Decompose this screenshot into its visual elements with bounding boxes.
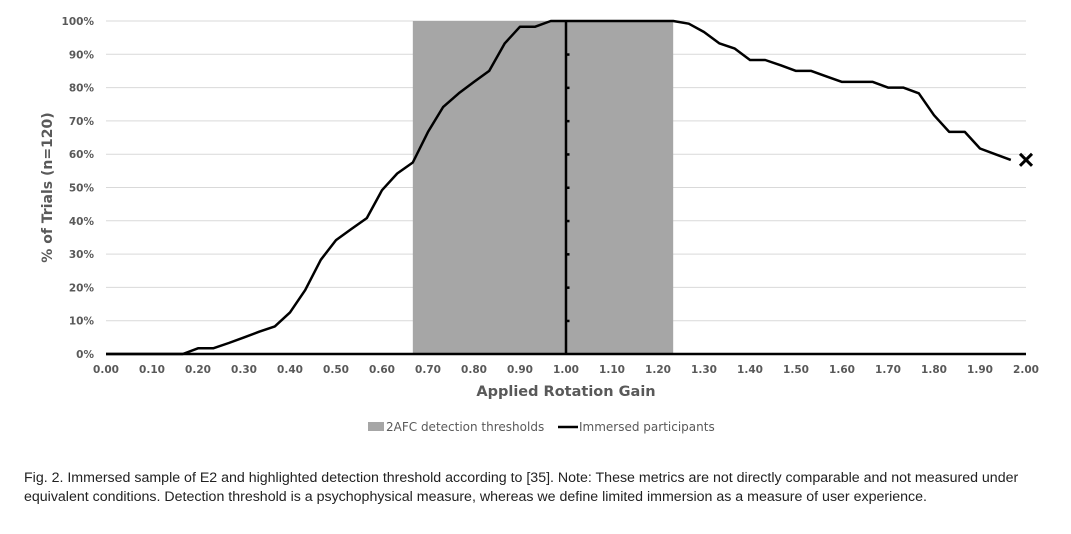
rotation-gain-chart: 0%10%20%30%40%50%60%70%80%90%100% 0.00 0.… (40, 16, 1039, 434)
x-tick-label: 1.20 (645, 364, 671, 376)
x-tick-label: 1.50 (783, 364, 809, 376)
figure-caption: Fig. 2. Immersed sample of E2 and highli… (24, 470, 1019, 505)
legend-label-band: 2AFC detection thresholds (386, 420, 544, 434)
reference-line-marker (567, 86, 570, 90)
legend-label-line: Immersed participants (579, 420, 715, 434)
threshold-band (412, 21, 674, 354)
x-tick-label: 0.30 (231, 364, 257, 376)
x-tick-label: 0.90 (507, 364, 533, 376)
y-tick-label: 10% (69, 316, 95, 328)
x-tick-label: 0.50 (323, 364, 349, 376)
reference-line-marker (567, 53, 570, 56)
y-tick-label: 30% (69, 249, 95, 261)
reference-line-marker (567, 219, 570, 223)
reference-line-marker (567, 153, 570, 156)
x-tick-label: 0.10 (139, 364, 165, 376)
x-tick-label: 1.60 (829, 364, 855, 376)
x-tick-label: 0.00 (93, 364, 119, 376)
x-tick-label: 2.00 (1013, 364, 1039, 376)
x-axis-title: Applied Rotation Gain (476, 384, 655, 400)
series-line-immersed-participants (106, 19, 1012, 356)
reference-line-marker (567, 319, 570, 323)
x-tick-labels: 0.00 0.10 0.20 0.30 0.40 0.50 0.60 0.70 0.80 0.90… (93, 364, 1039, 376)
y-tick-label: 100% (62, 16, 95, 28)
y-tick-label: 80% (69, 83, 95, 95)
series-end-marker (1018, 152, 1034, 167)
x-tick-label: 0.60 (369, 364, 395, 376)
x-tick-label: 1.40 (737, 364, 763, 376)
x-tick-label: 1.80 (921, 364, 947, 376)
reference-line-marker (567, 186, 570, 189)
reference-line-marker (567, 119, 570, 123)
reference-line-markers (567, 53, 570, 323)
x-tick-label: 1.90 (967, 364, 993, 376)
reference-line-marker (567, 253, 570, 256)
x-tick-label: 0.70 (415, 364, 441, 376)
y-tick-label: 50% (69, 183, 95, 195)
reference-line-marker (567, 286, 570, 289)
x-tick-label: 0.20 (185, 364, 211, 376)
x-tick-label: 1.00 (553, 364, 579, 376)
x-tick-label: 0.80 (461, 364, 487, 376)
x-tick-label: 1.70 (875, 364, 901, 376)
y-tick-label: 70% (69, 116, 95, 128)
x-tick-label: 0.40 (277, 364, 303, 376)
y-tick-labels: 0% 10% 20% 30% 40% 50% 60% 70% 80% 90% 100% (62, 16, 95, 361)
y-axis-title: % of Trials (n=120) (40, 112, 56, 262)
y-tick-label: 60% (69, 149, 95, 161)
x-tick-label: 1.10 (599, 364, 625, 376)
y-tick-label: 20% (69, 282, 95, 294)
y-tick-label: 90% (69, 49, 95, 61)
legend-swatch-band (368, 422, 384, 431)
y-tick-label: 0% (76, 349, 94, 361)
y-tick-label: 40% (69, 216, 95, 228)
legend: 2AFC detection thresholds Immersed parti… (368, 420, 715, 434)
end-marker-stroke (1018, 152, 1034, 167)
x-tick-label: 1.30 (691, 364, 717, 376)
